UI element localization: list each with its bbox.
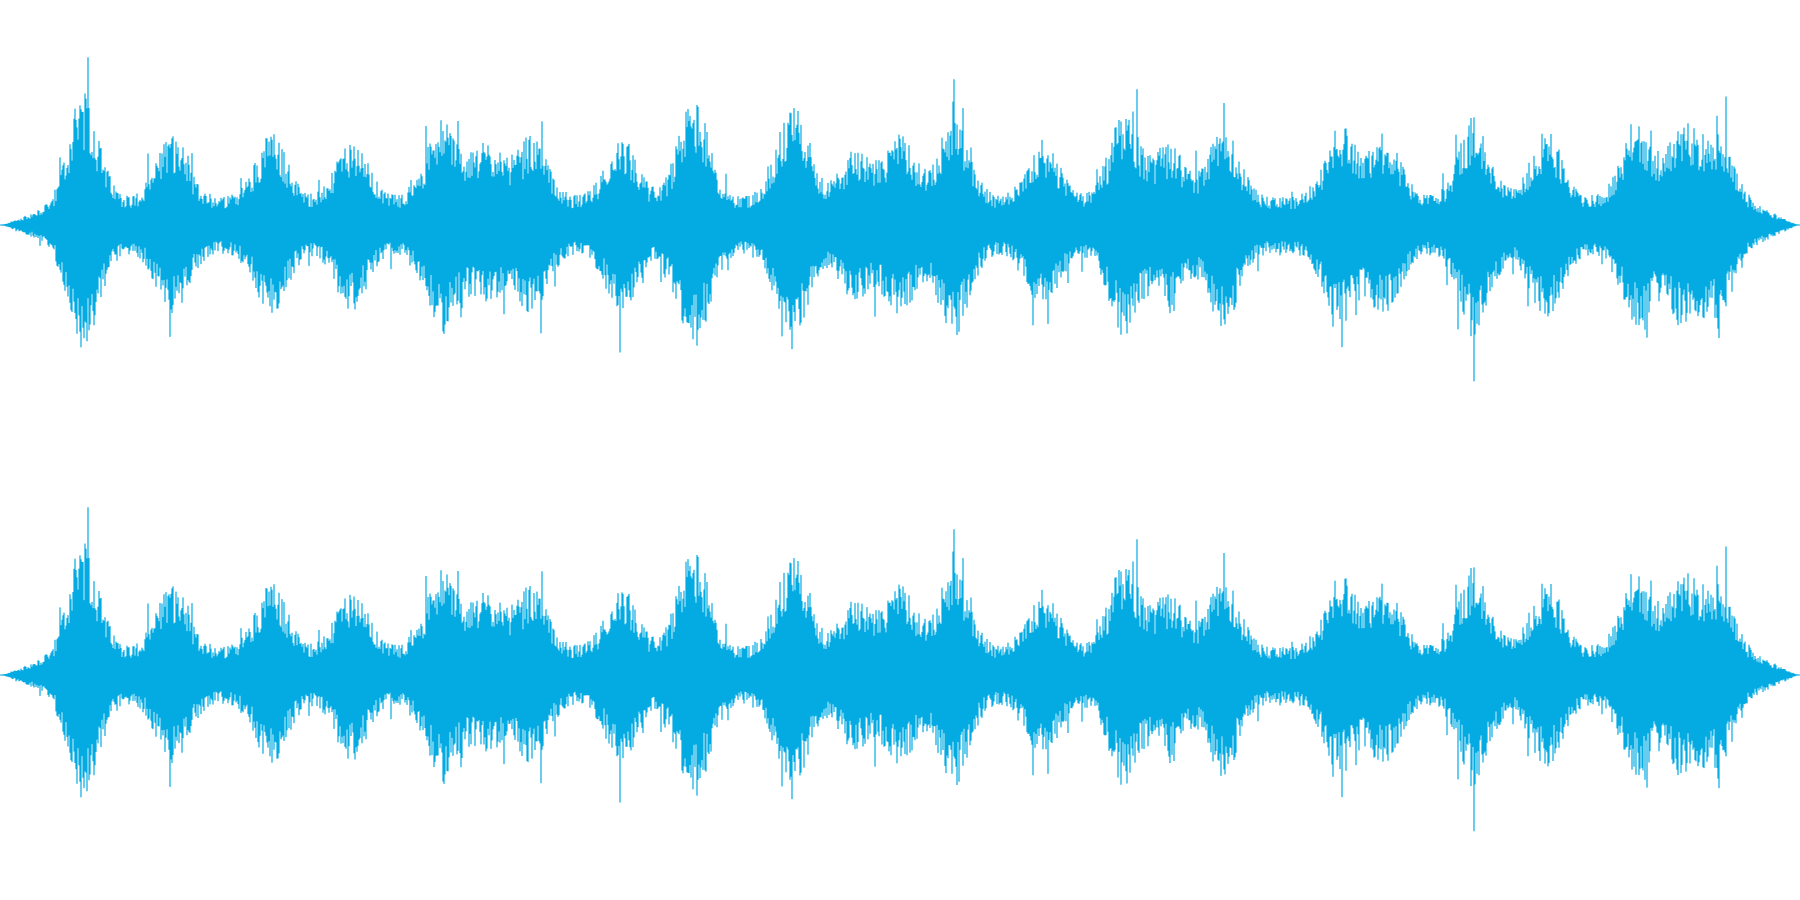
waveform-left-svg [0,57,1800,382]
waveform-channel-right [0,450,1800,900]
waveform-right-svg [0,507,1800,832]
waveform-channel-left [0,57,1800,382]
